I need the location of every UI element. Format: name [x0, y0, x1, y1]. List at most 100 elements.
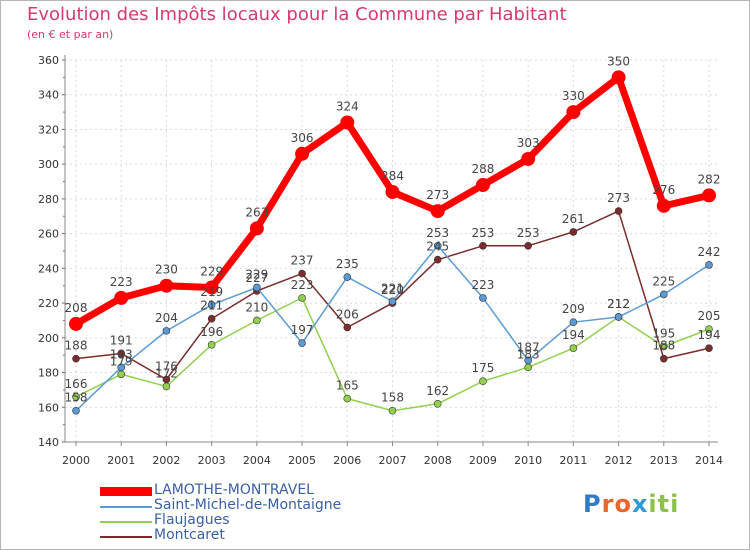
data-point-0: [385, 184, 400, 199]
data-label-1: 212: [607, 297, 630, 311]
data-label-0: 230: [155, 263, 178, 277]
data-point-1: [298, 339, 306, 347]
data-label-2: 172: [155, 366, 178, 380]
data-label-0: 223: [110, 275, 133, 289]
data-point-1: [207, 301, 216, 309]
data-point-3: [569, 228, 578, 236]
data-point-1: [162, 327, 171, 335]
data-point-0: [204, 280, 219, 295]
data-label-2: 175: [471, 361, 494, 375]
chart-title: Evolution des Impôts locaux pour la Comm…: [27, 4, 567, 25]
data-point-0: [521, 151, 536, 166]
y-tick-label: 340: [38, 89, 59, 102]
data-label-2: 165: [336, 379, 359, 393]
data-label-3: 188: [652, 339, 675, 353]
data-point-3: [298, 269, 306, 278]
data-label-3: 220: [381, 283, 404, 297]
x-tick-label: 2012: [605, 454, 633, 467]
data-label-0: 303: [517, 136, 540, 150]
data-label-3: 227: [245, 271, 268, 285]
x-tick-label: 2011: [559, 454, 587, 467]
data-label-0: 330: [562, 89, 585, 103]
data-label-3: 194: [698, 328, 721, 342]
data-label-3: 191: [110, 333, 133, 347]
legend-swatch: [100, 487, 152, 496]
data-label-0: 276: [652, 183, 675, 197]
legend-swatch: [100, 521, 152, 523]
data-point-1: [569, 318, 578, 326]
data-label-3: 253: [471, 226, 494, 240]
data-label-1: 242: [698, 245, 721, 259]
grid: [65, 59, 718, 443]
data-point-1: [524, 356, 532, 365]
data-point-2: [207, 340, 216, 349]
data-point-2: [524, 363, 532, 372]
data-point-0: [295, 146, 310, 161]
data-label-0: 306: [291, 131, 314, 145]
data-point-2: [162, 382, 171, 391]
y-tick-label: 140: [38, 436, 59, 449]
y-tick-label: 260: [38, 228, 59, 241]
data-label-2: 183: [517, 347, 540, 361]
x-tick-label: 2014: [695, 454, 723, 467]
data-point-2: [117, 370, 126, 379]
data-label-1: 229: [245, 267, 268, 281]
data-point-2: [479, 377, 487, 386]
data-point-1: [705, 261, 713, 269]
data-point-1: [479, 294, 487, 302]
data-label-1: 204: [155, 311, 178, 325]
data-point-1: [343, 273, 352, 281]
data-label-1: 219: [200, 285, 223, 299]
proxiti-logo: Proxiti: [583, 490, 679, 518]
data-label-3: 253: [517, 226, 540, 240]
data-point-0: [475, 178, 490, 193]
data-label-3: 176: [155, 359, 178, 373]
data-point-0: [249, 221, 264, 236]
data-label-2: 195: [652, 327, 675, 341]
logo-letter: o: [614, 490, 632, 518]
data-label-2: 158: [381, 391, 404, 405]
data-point-1: [72, 406, 80, 415]
data-point-0: [159, 278, 174, 293]
legend-swatch: [100, 506, 152, 508]
data-label-0: 263: [245, 205, 268, 219]
legend-label: LAMOTHE-MONTRAVEL: [154, 482, 314, 498]
x-tick-label: 2008: [424, 454, 452, 467]
data-label-1: 183: [110, 347, 133, 361]
data-label-3: 273: [607, 191, 630, 205]
data-label-2: 179: [110, 354, 133, 368]
chart-subtitle: (en € et par an): [27, 28, 114, 41]
y-tick-label: 160: [38, 401, 59, 414]
x-tick-label: 2005: [288, 454, 316, 467]
x-tick-label: 2003: [198, 454, 226, 467]
data-point-1: [388, 297, 397, 306]
data-point-2: [298, 294, 306, 302]
data-point-3: [659, 354, 668, 363]
data-label-2: 166: [65, 377, 88, 391]
data-point-1: [117, 363, 126, 372]
logo-letter: x: [631, 490, 649, 518]
y-tick-label: 280: [38, 193, 59, 206]
data-point-3: [117, 349, 126, 358]
data-label-3: 188: [65, 339, 88, 353]
y-tick-label: 180: [38, 367, 59, 380]
x-tick-label: 2000: [62, 454, 90, 467]
data-point-1: [433, 241, 442, 250]
y-tick-label: 300: [38, 158, 59, 171]
data-label-3: 245: [426, 240, 449, 254]
data-label-1: 197: [291, 323, 314, 337]
data-point-2: [343, 394, 352, 403]
y-tick-label: 240: [38, 262, 59, 275]
data-point-1: [659, 290, 668, 299]
legend-label: Saint-Michel-de-Montaigne: [154, 497, 342, 513]
data-label-1: 225: [652, 274, 675, 288]
data-point-2: [569, 344, 578, 353]
data-label-0: 324: [336, 100, 359, 114]
logo-letter: t: [657, 490, 671, 518]
data-point-2: [253, 316, 261, 325]
x-tick-label: 2002: [152, 454, 180, 467]
data-label-2: 162: [426, 384, 449, 398]
data-label-1: 187: [517, 340, 540, 354]
logo-letter: P: [583, 490, 602, 518]
